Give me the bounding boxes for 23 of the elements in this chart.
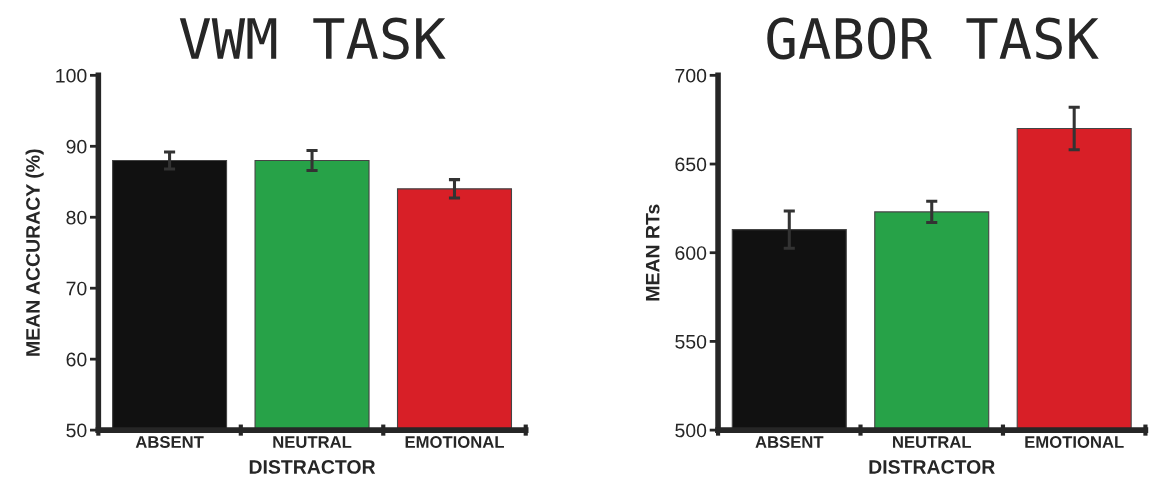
y-tick-label: 500 [675, 423, 707, 438]
x-tick-label: NEUTRAL [273, 436, 352, 448]
y-tick-label: 80 [66, 210, 87, 225]
x-axis-title: DISTRACTOR [869, 460, 995, 474]
x-tick-label: EMOTIONAL [405, 436, 504, 448]
x-tick-label: EMOTIONAL [1025, 436, 1124, 448]
x-axis-title: DISTRACTOR [249, 460, 376, 474]
y-tick-label: 100 [56, 68, 87, 83]
y-tick-label: 70 [66, 281, 87, 296]
x-tick-label: ABSENT [135, 436, 204, 448]
y-axis-title: MEAN RTs [645, 204, 660, 301]
y-tick-label: 50 [66, 423, 87, 438]
x-tick-label: ABSENT [755, 436, 824, 448]
y-tick-label: 60 [66, 352, 87, 367]
y-tick-label: 90 [66, 139, 87, 154]
y-tick-label: 650 [675, 157, 707, 172]
y-tick-label: 700 [675, 68, 707, 83]
chart-title: GABOR TASK [767, 17, 1099, 60]
y-tick-label: 600 [675, 246, 707, 260]
x-tick-label: NEUTRAL [893, 436, 972, 448]
chart-title: VWM TASK [179, 17, 446, 60]
y-axis-title: MEAN ACCURACY (%) [25, 149, 44, 356]
y-tick-label: 550 [675, 334, 707, 349]
